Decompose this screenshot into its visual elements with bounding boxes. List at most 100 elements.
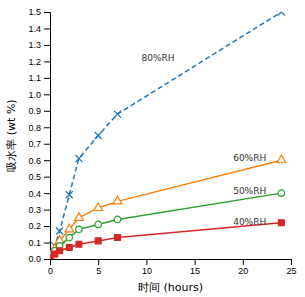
tick-label: 0.4 xyxy=(28,189,41,199)
tick: 15 xyxy=(190,259,200,276)
point-marker xyxy=(278,220,284,226)
tick-label: 0.0 xyxy=(28,254,41,264)
tick-line xyxy=(44,12,50,13)
tick-line xyxy=(44,78,50,79)
point-marker xyxy=(75,155,82,162)
tick-line xyxy=(44,243,50,244)
tick-label: 0.9 xyxy=(28,106,41,116)
axis-line xyxy=(51,260,292,266)
series-line xyxy=(50,193,281,256)
series-line xyxy=(50,223,281,258)
tick: 20 xyxy=(238,259,248,276)
tick-label: 1.3 xyxy=(28,40,41,50)
tick: 1.3 xyxy=(28,40,50,50)
point-marker xyxy=(114,216,121,223)
tick: 0.7 xyxy=(28,139,50,149)
tick: 0.4 xyxy=(28,189,50,199)
tick-label: 1.0 xyxy=(28,90,41,100)
tick-line xyxy=(44,61,50,62)
tick: 0.8 xyxy=(28,123,50,133)
y-axis: 0.0 0.1 0.2 0.3 0.4 0.5 0.6 0.7 0.8 0.9 1.0 1.1 1.2 1… xyxy=(28,7,50,264)
tick-line xyxy=(44,144,50,145)
tick-line xyxy=(44,177,50,178)
tick-line xyxy=(44,28,50,29)
tick-label: 25 xyxy=(286,266,296,276)
tick-line xyxy=(195,259,196,265)
tick-line xyxy=(44,210,50,211)
tick: 1.5 xyxy=(28,7,50,17)
tick-line xyxy=(291,259,292,265)
tick: 1.2 xyxy=(28,57,50,67)
y-axis-title: 吸水率 (wt %) xyxy=(5,99,18,171)
tick-line xyxy=(44,259,50,260)
tick-line xyxy=(98,259,99,265)
point-marker xyxy=(56,227,63,234)
point-marker xyxy=(57,248,63,254)
tick: 0.5 xyxy=(28,172,50,182)
tick: 0.1 xyxy=(28,238,50,248)
tick-label: 1.4 xyxy=(28,24,41,34)
x-axis: 0 5 10 15 20 25 xyxy=(48,259,297,276)
marks xyxy=(50,12,286,259)
tick: 10 xyxy=(142,259,152,276)
point-marker xyxy=(94,203,103,211)
annotation: 40%RH xyxy=(233,217,266,227)
tick-line xyxy=(44,45,50,46)
chart: 0 5 10 15 20 25 0.0 0.1 0.2 0.3 0.4 0.5 0.6 0.7 0.8 0.9… xyxy=(0,0,305,297)
tick: 5 xyxy=(96,259,101,276)
point-marker xyxy=(278,190,285,197)
tick: 0.0 xyxy=(28,254,50,264)
point-marker xyxy=(76,241,82,247)
point-marker xyxy=(277,155,286,163)
point-marker xyxy=(66,234,73,241)
tick: 1.0 xyxy=(28,90,50,100)
tick: 0.2 xyxy=(28,221,50,231)
point-marker xyxy=(74,213,83,221)
tick-label: 20 xyxy=(238,266,248,276)
tick-line xyxy=(44,94,50,95)
tick-label: 15 xyxy=(190,266,200,276)
tick: 1.1 xyxy=(28,73,50,83)
annotation: 60%RH xyxy=(233,153,266,163)
tick-line xyxy=(146,259,147,265)
tick-label: 1.2 xyxy=(28,57,41,67)
point-marker xyxy=(113,196,122,204)
tick-label: 5 xyxy=(96,266,101,276)
series-line xyxy=(50,12,281,256)
tick: 1.4 xyxy=(28,24,50,34)
point-marker xyxy=(66,245,72,251)
point-marker xyxy=(66,191,73,198)
tick-line xyxy=(44,193,50,194)
tick-label: 0.2 xyxy=(28,221,41,231)
tick: 0.9 xyxy=(28,106,50,116)
tick: 25 xyxy=(286,259,296,276)
tick-line xyxy=(44,160,50,161)
point-marker xyxy=(95,221,102,228)
point-marker xyxy=(76,226,83,233)
tick-label: 0.8 xyxy=(28,123,41,133)
tick: 0.6 xyxy=(28,156,50,166)
point-marker xyxy=(114,111,121,118)
x-axis-title: 时间 (hours) xyxy=(138,281,203,294)
tick-line xyxy=(44,111,50,112)
tick-label: 0.3 xyxy=(28,205,41,215)
tick-label: 1.5 xyxy=(28,7,41,17)
point-marker xyxy=(65,224,74,232)
tick-line xyxy=(243,259,244,265)
tick-label: 1.1 xyxy=(28,73,41,83)
tick: 0 xyxy=(48,259,53,276)
tick-label: 10 xyxy=(142,266,152,276)
tick: 0.3 xyxy=(28,205,50,215)
plot: 0 5 10 15 20 25 0.0 0.1 0.2 0.3 0.4 0.5 0.6 0.7 0.8 0.9… xyxy=(28,7,296,276)
point-marker xyxy=(115,235,121,241)
tick-label: 0.6 xyxy=(28,156,41,166)
tick-label: 0.1 xyxy=(28,238,41,248)
annotation: 50%RH xyxy=(233,186,266,196)
annotation: 80%RH xyxy=(142,53,175,63)
tick-label: 0.7 xyxy=(28,139,41,149)
tick-label: 0 xyxy=(48,266,53,276)
series-line xyxy=(50,160,281,256)
tick-line xyxy=(44,127,50,128)
tick-line xyxy=(44,226,50,227)
point-marker xyxy=(95,238,101,244)
